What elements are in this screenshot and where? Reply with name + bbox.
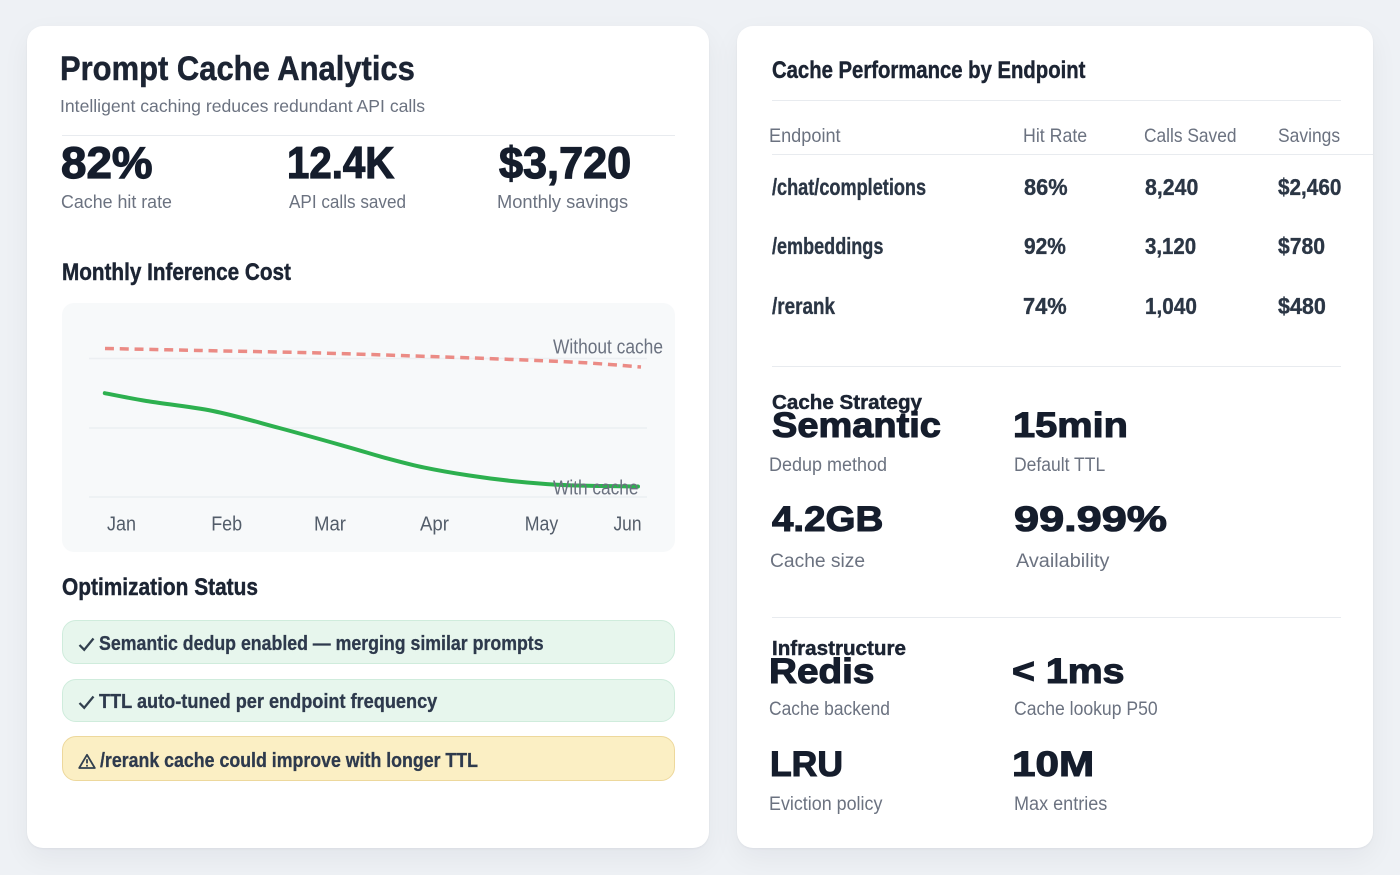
svg-text:Without cache: Without cache xyxy=(553,336,663,358)
svg-text:Mar: Mar xyxy=(314,514,346,536)
svg-text:Feb: Feb xyxy=(211,514,242,536)
svg-text:With cache: With cache xyxy=(553,478,639,500)
svg-text:May: May xyxy=(525,514,559,536)
svg-text:Apr: Apr xyxy=(420,514,449,536)
svg-text:Jun: Jun xyxy=(614,514,642,536)
svg-text:Jan: Jan xyxy=(107,514,136,536)
